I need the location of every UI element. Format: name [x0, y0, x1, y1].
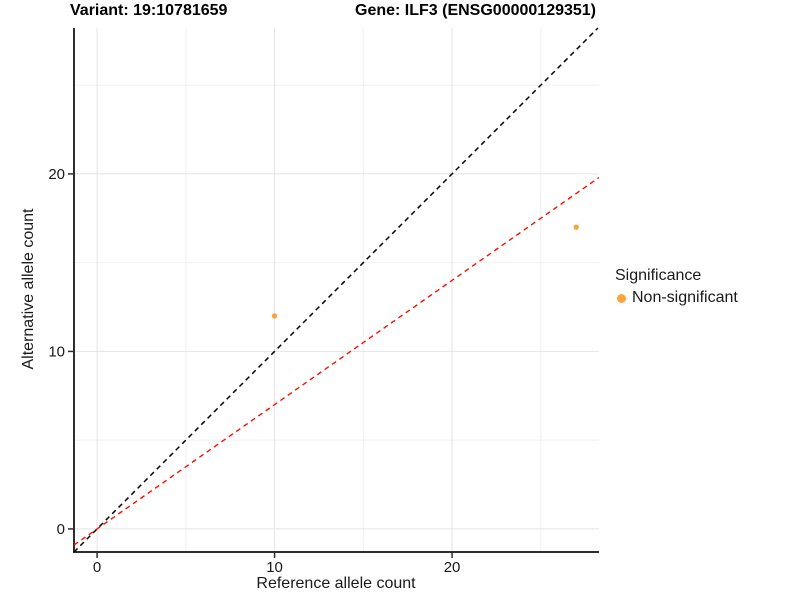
y-tick-label: 10 — [48, 343, 65, 360]
legend: Significance Non-significant — [615, 267, 738, 307]
legend-item-non-significant: Non-significant — [615, 289, 738, 307]
y-axis-label: Alternative allele count — [20, 208, 37, 370]
plot-title-gene: Gene: ILF3 (ENSG00000129351) — [355, 2, 597, 19]
y-tick-label: 0 — [57, 521, 65, 538]
plot-title-variant: Variant: 19:10781659 — [70, 2, 228, 19]
x-axis-label: Reference allele count — [256, 575, 416, 592]
data-point — [271, 313, 278, 319]
legend-item-label: Non-significant — [632, 289, 738, 306]
data-point — [573, 224, 579, 230]
fit-line — [73, 176, 600, 546]
legend-point-icon — [617, 293, 626, 303]
legend-title: Significance — [615, 267, 702, 284]
x-tick-label: 10 — [266, 559, 283, 576]
identity-line — [73, 27, 599, 553]
x-tick-label: 0 — [93, 559, 101, 576]
x-tick-label: 20 — [444, 559, 461, 576]
y-tick-label: 20 — [48, 166, 65, 183]
